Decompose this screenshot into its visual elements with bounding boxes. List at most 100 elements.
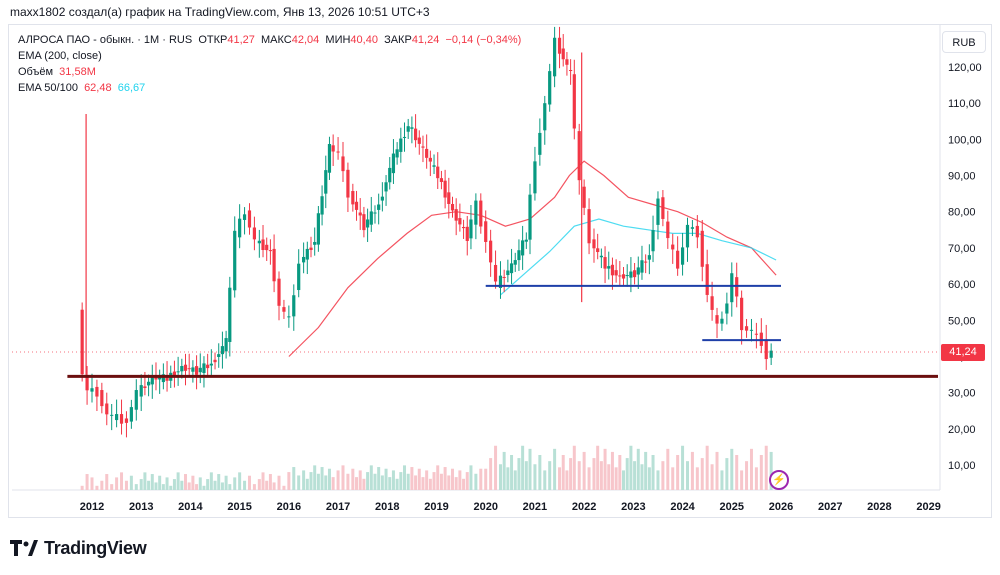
volume-bar: [410, 467, 414, 490]
candle-body: [139, 385, 143, 397]
volume-bar: [100, 480, 104, 490]
volume-bar: [690, 451, 694, 490]
volume-bar: [238, 472, 242, 490]
currency-button[interactable]: RUB: [942, 31, 986, 53]
candle-body: [577, 131, 581, 181]
candle-body: [690, 227, 695, 229]
volume-bar: [105, 474, 109, 490]
candle-body: [202, 363, 206, 374]
y-tick-label: 70,00: [948, 243, 976, 255]
candle-body: [661, 197, 665, 219]
candle-body: [85, 376, 89, 391]
volume-bar: [484, 468, 488, 490]
volume-bar: [287, 472, 291, 490]
open-label: ОТКР: [198, 34, 228, 46]
candle-body: [700, 230, 704, 267]
volume-label: Объём: [18, 66, 54, 78]
candle-body: [105, 403, 109, 415]
volume-bar: [740, 470, 744, 490]
candle-body: [489, 240, 493, 263]
candle-body: [406, 126, 410, 132]
volume-bar: [403, 465, 407, 490]
candle-body: [417, 137, 421, 144]
volume-bar: [454, 477, 458, 490]
candle-body: [309, 247, 313, 251]
candle-body: [297, 263, 301, 291]
volume-bar: [134, 484, 138, 490]
candle-body: [351, 191, 355, 205]
x-tick-label: 2017: [326, 501, 350, 513]
volume-bar: [421, 477, 425, 490]
candle-body: [362, 214, 366, 231]
volume-bar: [414, 475, 418, 490]
candle-body: [439, 178, 444, 182]
candle-body: [336, 151, 340, 153]
volume-bar: [187, 482, 191, 490]
volume-bar: [143, 472, 147, 490]
x-tick-label: 2021: [523, 501, 547, 513]
candle-body: [90, 388, 94, 392]
volume-bar: [469, 465, 473, 490]
attribution-text: maxx1802 создал(а) график на TradingView…: [10, 5, 430, 19]
x-tick-label: 2019: [424, 501, 448, 513]
candle-body: [265, 244, 269, 251]
candle-body: [769, 350, 773, 358]
candle-body: [680, 247, 685, 265]
x-tick-label: 2024: [670, 501, 695, 513]
footer-logo[interactable]: TradingView: [10, 536, 147, 560]
x-tick-label: 2012: [80, 501, 104, 513]
candle-body: [740, 297, 744, 331]
volume-bar: [565, 470, 569, 490]
volume-bar: [395, 478, 399, 490]
volume-bar: [506, 467, 510, 490]
candle-body: [191, 367, 195, 372]
candle-body: [644, 261, 648, 263]
volume-bar: [277, 475, 281, 490]
candle-body: [384, 182, 388, 192]
volume-bar: [292, 467, 296, 490]
volume-bar: [517, 458, 521, 490]
y-tick-label: 110,00: [948, 98, 981, 110]
candle-body: [685, 224, 690, 248]
candle-body: [277, 278, 281, 306]
candle-body: [474, 200, 478, 225]
high-label: МАКС: [261, 34, 292, 46]
candle-body: [391, 153, 396, 174]
lightning-icon[interactable]: ⚡: [769, 470, 789, 490]
candle-body: [302, 256, 306, 263]
volume-bar: [228, 484, 232, 490]
candle-body: [100, 390, 104, 407]
volume-bar: [198, 477, 202, 490]
volume-bar: [640, 464, 644, 490]
candle-body: [671, 244, 675, 250]
low-label: МИН: [325, 34, 351, 46]
volume-bar: [676, 455, 680, 490]
volume-bar: [150, 474, 154, 490]
volume-bar: [730, 448, 734, 490]
volume-bar: [331, 477, 335, 490]
x-tick-label: 2027: [818, 501, 842, 513]
candle-body: [592, 239, 596, 249]
candle-body: [640, 260, 644, 273]
chart-frame[interactable]: [8, 24, 992, 518]
volume-bar: [607, 464, 611, 490]
volume-bar: [257, 479, 261, 490]
volume-bar: [265, 480, 269, 490]
y-tick-label: 90,00: [948, 171, 976, 183]
volume-bar: [302, 470, 306, 490]
candle-body: [458, 218, 462, 225]
last-price-badge: 41,24: [941, 344, 985, 361]
volume-bar: [120, 472, 124, 490]
candle-body: [324, 170, 328, 194]
volume-bar: [95, 485, 99, 490]
volume-bar: [110, 484, 114, 490]
volume-bar: [558, 467, 562, 490]
candle-body: [242, 214, 247, 220]
ema100-line: [500, 218, 777, 296]
ema200-label: EMA (200, close): [18, 50, 102, 62]
candle-body: [124, 418, 129, 423]
volume-bar: [465, 472, 469, 490]
volume-bar: [489, 458, 493, 490]
x-tick-label: 2028: [867, 501, 891, 513]
